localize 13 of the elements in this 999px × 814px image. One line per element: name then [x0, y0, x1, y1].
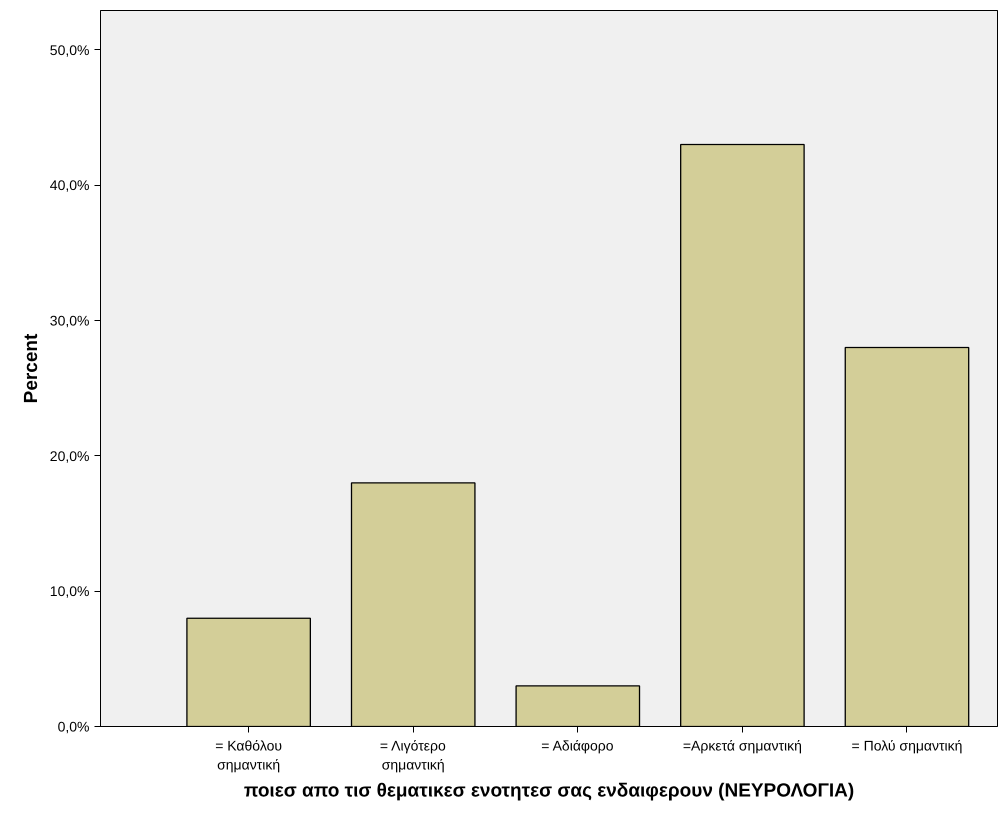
y-tick-label: 30,0% — [50, 312, 90, 328]
x-tick-label: = Αδιάφορο — [541, 738, 614, 754]
y-tick-label: 40,0% — [50, 177, 90, 194]
x-tick-label: =Αρκετά σημαντική — [682, 738, 802, 754]
y-tick-label: 10,0% — [50, 583, 90, 600]
y-tick-label: 20,0% — [50, 448, 90, 464]
x-axis-title: ποιεσ απο τισ θεματικεσ ενοτητεσ σας ενδαιφερουν (ΝΕΥΡΟΛΟΓΙΑ) — [244, 780, 854, 802]
y-tick-label: 0,0% — [58, 718, 90, 734]
x-tick-label: = Πολύ σημαντική — [852, 738, 962, 754]
x-tick-label: = Καθόλου σημαντική — [215, 738, 282, 773]
y-tick-label: 50,0% — [50, 42, 90, 58]
y-axis-title: Percent — [20, 332, 42, 404]
x-tick-label: = Λιγότερο σημαντική — [380, 738, 446, 773]
